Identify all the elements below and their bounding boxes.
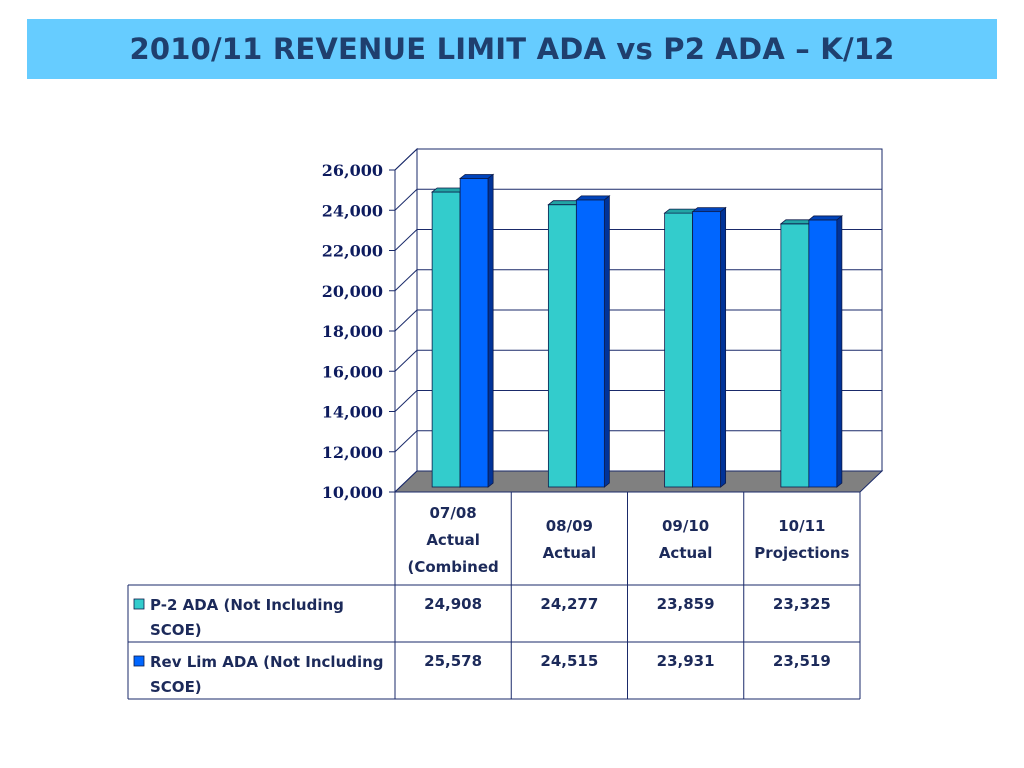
- gridline-side: [394, 229, 418, 251]
- data-value: 23,859: [657, 595, 715, 613]
- y-tick-label: 24,000: [322, 201, 383, 220]
- gridline-side: [394, 188, 418, 211]
- y-tick-label: 12,000: [322, 443, 383, 462]
- legend-key: [133, 598, 145, 610]
- x-category-label: 07/08: [430, 504, 477, 522]
- title-banner: 2010/11 REVENUE LIMIT ADA vs P2 ADA – K/…: [27, 19, 997, 79]
- x-category-label: 08/09: [546, 517, 593, 535]
- bar-front: [692, 211, 722, 488]
- y-tick-label: 16,000: [322, 362, 383, 381]
- x-category-label: Actual: [543, 544, 597, 562]
- series-name: P-2 ADA (Not Including: [150, 596, 344, 614]
- data-value: 24,277: [540, 595, 598, 613]
- gridline-side: [394, 269, 418, 292]
- bar-top: [575, 195, 611, 201]
- bar-side: [836, 215, 843, 488]
- legend-key: [133, 655, 145, 667]
- bar-front: [547, 204, 577, 488]
- x-category-label: Actual: [659, 544, 713, 562]
- data-value: 25,578: [424, 652, 482, 670]
- series-name: SCOE): [150, 678, 202, 696]
- page-title: 2010/11 REVENUE LIMIT ADA vs P2 ADA – K/…: [129, 32, 895, 66]
- y-tick-label: 26,000: [322, 161, 383, 180]
- gridline-side: [394, 390, 418, 412]
- y-tick-label: 18,000: [322, 322, 383, 341]
- y-tick-label: 14,000: [322, 403, 383, 422]
- bar: [458, 173, 495, 488]
- x-category-label: Actual: [426, 531, 480, 549]
- bar: [575, 195, 611, 488]
- y-tick-label: 22,000: [322, 242, 383, 261]
- gridline-side: [394, 148, 418, 171]
- bar-top: [807, 215, 844, 221]
- gridline-side: [394, 349, 418, 372]
- data-value: 24,515: [540, 652, 598, 670]
- bar-side: [720, 206, 727, 488]
- gridline-side: [394, 309, 418, 332]
- bar-top: [458, 174, 495, 179]
- bar-front: [459, 178, 489, 488]
- bar-side: [603, 195, 610, 488]
- bar-front: [780, 223, 810, 488]
- x-category-label: 09/10: [662, 517, 709, 535]
- x-category-label: (Combined: [407, 558, 498, 576]
- bar: [807, 215, 844, 488]
- x-category-label: 10/11: [778, 517, 825, 535]
- bar-front: [575, 199, 605, 488]
- bar-top: [691, 207, 727, 213]
- plot-floor: [393, 470, 884, 493]
- series-name: Rev Lim ADA (Not Including: [150, 653, 384, 671]
- data-value: 23,519: [773, 652, 831, 670]
- gridline-side: [394, 430, 418, 453]
- bar-front: [431, 191, 461, 488]
- data-value: 23,325: [773, 595, 831, 613]
- data-value: 24,908: [424, 595, 482, 613]
- bar-front: [808, 219, 838, 488]
- series-name: SCOE): [150, 621, 202, 639]
- y-tick-label: 20,000: [322, 282, 383, 301]
- bar-side: [487, 173, 494, 488]
- data-value: 23,931: [657, 652, 715, 670]
- x-category-label: Projections: [754, 544, 849, 562]
- bar-front: [664, 212, 694, 488]
- y-tick-label: 10,000: [322, 483, 383, 502]
- bar: [691, 206, 727, 488]
